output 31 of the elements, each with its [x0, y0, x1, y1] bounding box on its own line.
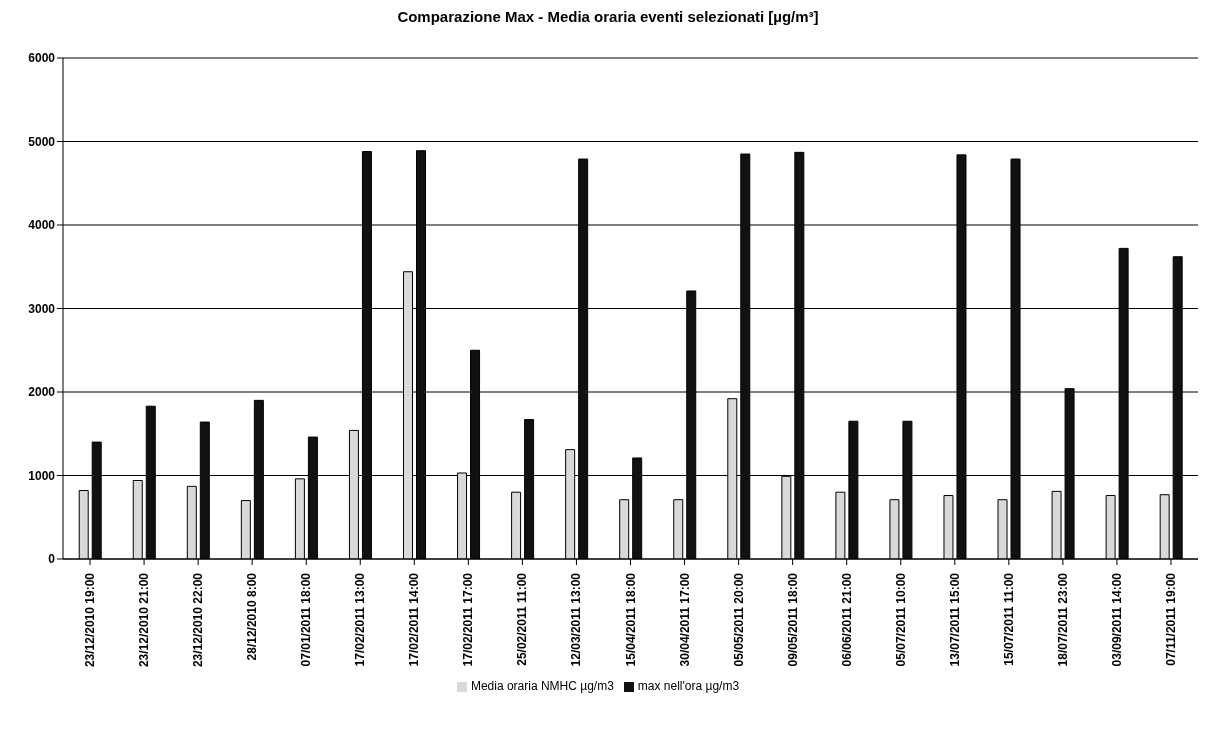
legend-label: Media oraria NMHC µg/m3 [470, 679, 614, 693]
y-tick-label: 2000 [28, 385, 56, 400]
y-tick-label: 4000 [28, 218, 56, 233]
y-tick-label: 6000 [28, 51, 56, 66]
x-tick-label: 09/05/2011 18:00 [785, 572, 800, 667]
x-tick-label: 17/02/2011 17:00 [461, 572, 476, 667]
y-tick-label: 1000 [28, 468, 56, 483]
x-tick-label: 06/06/2011 21:00 [839, 572, 854, 667]
x-tick-label: 18/07/2011 23:00 [1055, 572, 1070, 667]
x-tick-label: 25/02/2011 11:00 [515, 572, 530, 666]
x-tick-label: 17/02/2011 14:00 [407, 572, 422, 667]
x-tick-label: 07/01/2011 18:00 [299, 572, 314, 667]
x-tick-label: 05/05/2011 20:00 [731, 572, 746, 667]
x-tick-label: 23/12/2010 19:00 [83, 572, 98, 668]
x-tick-label: 30/04/2011 17:00 [677, 572, 692, 667]
x-tick-label: 15/04/2011 18:00 [623, 572, 638, 667]
x-tick-label: 05/07/2011 10:00 [893, 572, 908, 667]
y-tick-label: 0 [48, 552, 56, 567]
x-tick-label: 13/07/2011 15:00 [947, 572, 962, 667]
x-tick-label: 28/12/2010 8:00 [245, 572, 260, 661]
x-tick-label: 15/07/2011 11:00 [1001, 572, 1016, 666]
legend-label: max nell'ora µg/m3 [637, 679, 740, 693]
chart-title: Comparazione Max - Media oraria eventi selezionati [µg/m³] [396, 8, 820, 27]
x-tick-label: 17/02/2011 13:00 [353, 572, 368, 667]
x-tick-label: 23/12/2010 22:00 [191, 572, 206, 668]
x-tick-label: 07/11/2011 19:00 [1163, 572, 1178, 666]
x-tick-label: 03/09/2011 14:00 [1109, 572, 1124, 667]
y-tick-label: 3000 [28, 301, 56, 316]
x-tick-label: 12/03/2011 13:00 [569, 572, 584, 667]
y-tick-label: 5000 [28, 134, 56, 149]
x-tick-label: 23/12/2010 21:00 [137, 572, 152, 668]
